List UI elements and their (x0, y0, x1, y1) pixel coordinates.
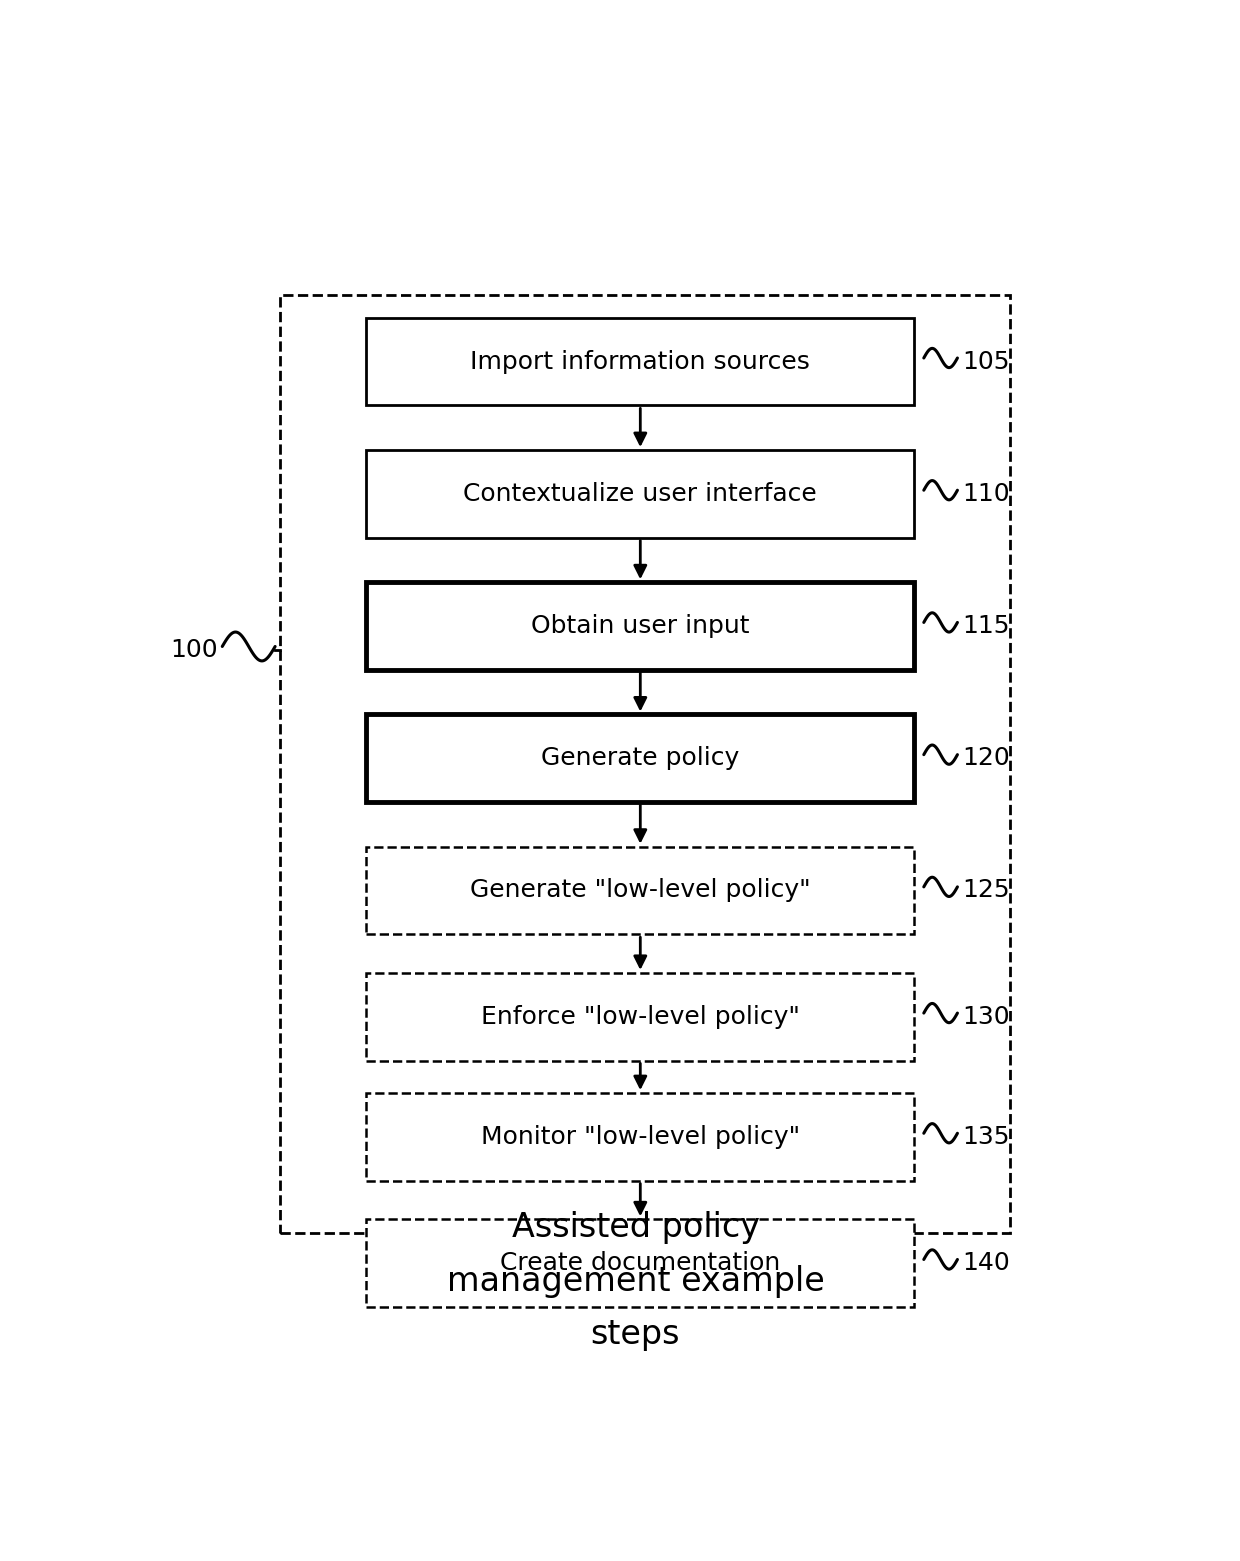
Text: 100: 100 (170, 638, 217, 662)
Text: 130: 130 (962, 1005, 1009, 1029)
Text: 110: 110 (962, 482, 1009, 506)
Bar (367, 582, 914, 670)
Text: Monitor "low-level policy": Monitor "low-level policy" (481, 1125, 800, 1149)
Bar (367, 1093, 914, 1180)
Bar (367, 1219, 914, 1307)
Text: Generate policy: Generate policy (541, 746, 739, 770)
Text: Obtain user input: Obtain user input (531, 613, 749, 638)
Text: Generate "low-level policy": Generate "low-level policy" (470, 879, 811, 902)
Text: 125: 125 (962, 879, 1009, 902)
Bar (367, 846, 914, 935)
Text: 115: 115 (962, 613, 1009, 638)
Text: 105: 105 (962, 350, 1009, 373)
Text: Enforce "low-level policy": Enforce "low-level policy" (481, 1005, 800, 1029)
Bar (367, 715, 914, 802)
Text: Contextualize user interface: Contextualize user interface (464, 482, 817, 506)
Bar (367, 318, 914, 406)
Bar (280, 295, 1011, 1233)
Text: 120: 120 (962, 746, 1011, 770)
Text: Assisted policy
management example
steps: Assisted policy management example steps (446, 1211, 825, 1352)
Text: Create documentation: Create documentation (500, 1250, 780, 1275)
Bar (367, 450, 914, 537)
Text: 135: 135 (962, 1125, 1009, 1149)
Bar (367, 973, 914, 1060)
Text: 140: 140 (962, 1250, 1011, 1275)
Text: Import information sources: Import information sources (470, 350, 810, 373)
